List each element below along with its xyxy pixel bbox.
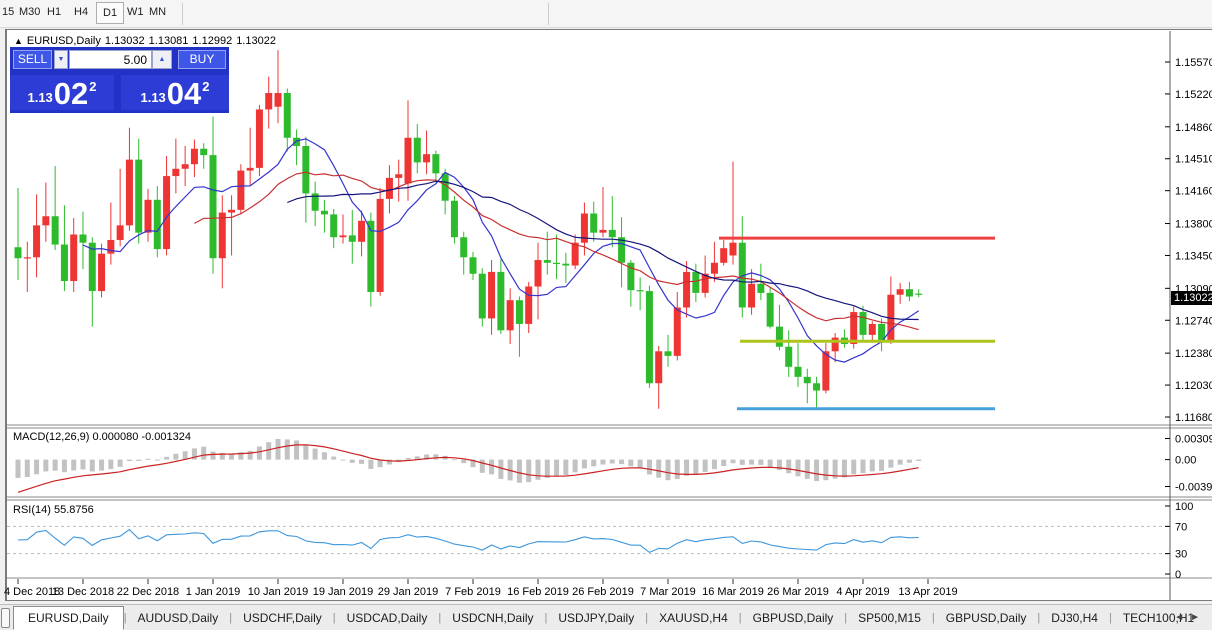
- sell-price-fraction: 2: [89, 79, 97, 94]
- symbol-tabs: EURUSD,Daily | AUDUSD,Daily | USDCHF,Daily | U…: [13, 605, 1205, 630]
- timeframe-toolbar: 15 M30 H1 H4 D1 W1 MN: [0, 0, 1212, 28]
- chart-tab-gbpusd-daily[interactable]: GBPUSD,Daily: [752, 611, 834, 625]
- timeframe-button-w1[interactable]: W1: [127, 6, 144, 18]
- chart-tab-usdchf-daily[interactable]: USDCHF,Daily: [243, 611, 322, 625]
- buy-price-prefix: 1.13: [140, 90, 166, 105]
- low-value: 1.12992: [192, 35, 233, 47]
- rsi-indicator-label: RSI(14) 55.8756: [13, 504, 94, 516]
- chart-tab-eurusd-daily[interactable]: EURUSD,Daily: [13, 606, 124, 630]
- chart-symbol-label: EURUSD,Daily: [26, 35, 101, 47]
- tab-separator: |: [931, 612, 935, 624]
- collapse-icon[interactable]: ▲: [14, 36, 23, 46]
- timeframe-button-15[interactable]: 15: [2, 6, 15, 18]
- chart-tab-usdjpy-daily[interactable]: USDJPY,Daily: [558, 611, 635, 625]
- sell-price-prefix: 1.13: [27, 90, 53, 105]
- tab-separator: |: [544, 612, 548, 624]
- tab-separator: |: [645, 612, 649, 624]
- chart-tab-dj30-h4[interactable]: DJ30,H4: [1051, 611, 1098, 625]
- sell-price-pips: 02: [53, 76, 89, 111]
- open-value: 1.13032: [104, 35, 145, 47]
- timeframe-button-mn[interactable]: MN: [149, 6, 167, 18]
- chart-tab-usdcad-daily[interactable]: USDCAD,Daily: [346, 611, 428, 625]
- volume-increase-button[interactable]: ▲: [152, 50, 172, 69]
- tab-scroll-arrows[interactable]: ◄►: [1174, 612, 1206, 623]
- sell-button[interactable]: SELL: [13, 50, 52, 69]
- chart-window: [5, 29, 1212, 601]
- timeframe-button-h4[interactable]: H4: [74, 6, 89, 18]
- toolbar-separator: [182, 3, 183, 25]
- macd-indicator-label: MACD(12,26,9) 0.000080 -0.001324: [13, 431, 191, 443]
- tabbar-grip-handle[interactable]: [1, 608, 10, 628]
- toolbar-separator: [548, 3, 549, 25]
- volume-decrease-button[interactable]: ▼: [54, 50, 68, 69]
- chart-tab-audusd-daily[interactable]: AUDUSD,Daily: [137, 611, 219, 625]
- close-value: 1.13022: [236, 35, 276, 47]
- timeframe-button-m30[interactable]: M30: [19, 6, 41, 18]
- buy-price-pips: 04: [166, 76, 202, 111]
- current-price-badge: 1.13022: [1171, 291, 1212, 305]
- tab-separator: |: [1037, 612, 1041, 624]
- tab-separator: |: [332, 612, 336, 624]
- tab-separator: |: [738, 612, 742, 624]
- buy-button[interactable]: BUY: [178, 50, 226, 69]
- tab-scroll-left-icon[interactable]: ◄: [1174, 612, 1191, 623]
- high-value: 1.13081: [148, 35, 189, 47]
- symbol-tab-bar: EURUSD,Daily | AUDUSD,Daily | USDCHF,Daily | U…: [0, 604, 1212, 630]
- tab-separator: |: [123, 612, 127, 624]
- chart-ohlc-header: ▲ EURUSD,Daily 1.13032 1.13081 1.12992 1.1302…: [14, 35, 280, 47]
- chart-tab-usdcnh-daily[interactable]: USDCNH,Daily: [452, 611, 534, 625]
- buy-price-fraction: 2: [202, 79, 210, 94]
- tab-separator: |: [844, 612, 848, 624]
- tab-separator: |: [438, 612, 442, 624]
- volume-input[interactable]: [69, 50, 152, 69]
- tab-separator: |: [1108, 612, 1112, 624]
- tab-separator: |: [229, 612, 233, 624]
- chart-tab-xauusd-h4[interactable]: XAUUSD,H4: [659, 611, 728, 625]
- chart-tab-gbpusd-daily[interactable]: GBPUSD,Daily: [945, 611, 1027, 625]
- sell-price-button[interactable]: 1.13 02 2: [10, 75, 114, 110]
- timeframe-button-d1[interactable]: D1: [96, 2, 125, 24]
- tab-scroll-right-icon[interactable]: ►: [1190, 612, 1206, 623]
- chart-tab-tech100-h1[interactable]: TECH100,H1: [1122, 611, 1195, 625]
- timeframe-button-h1[interactable]: H1: [47, 6, 62, 18]
- chart-tab-sp500-m15[interactable]: SP500,M15: [858, 611, 921, 625]
- buy-price-button[interactable]: 1.13 04 2: [121, 75, 229, 110]
